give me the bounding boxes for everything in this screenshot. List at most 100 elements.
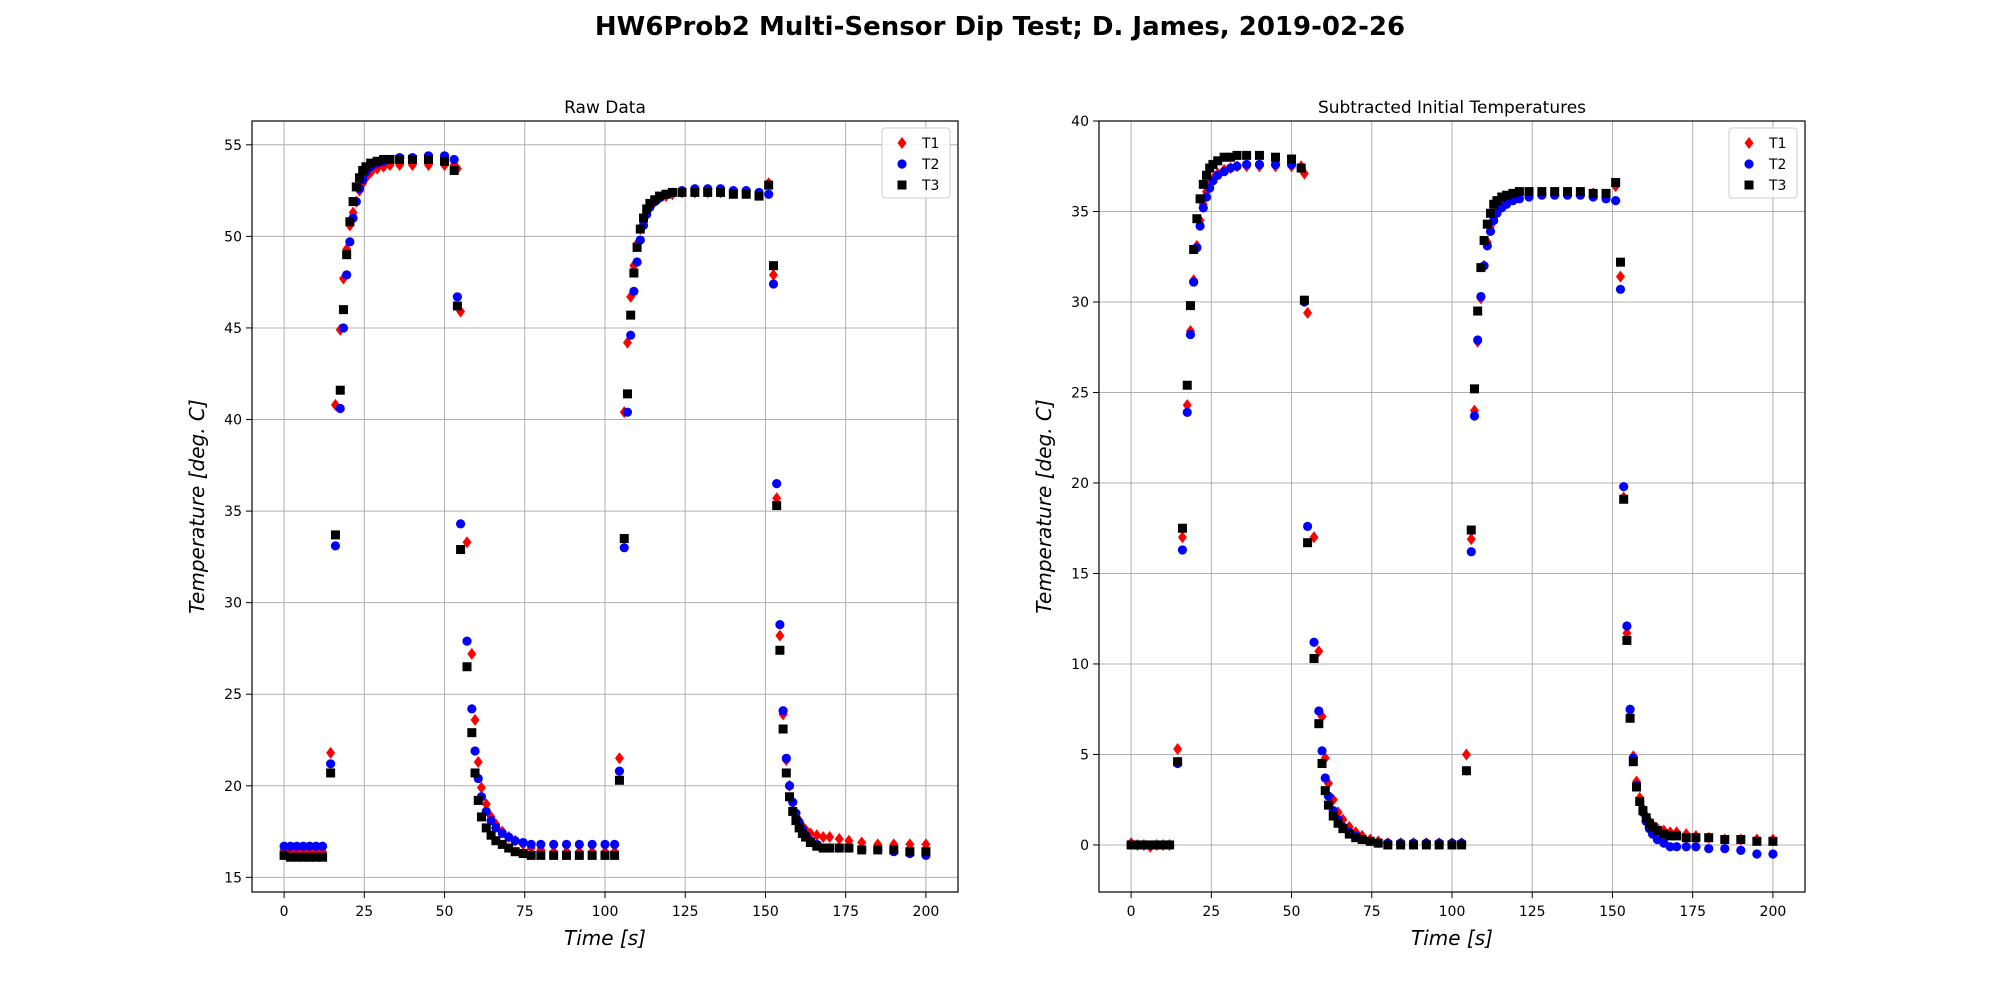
point-t3	[614, 775, 624, 785]
point-t2	[1476, 291, 1486, 302]
point-t3	[1328, 811, 1338, 821]
subplot-title: Raw Data	[564, 98, 646, 118]
point-t3	[768, 261, 778, 271]
point-t3	[1497, 192, 1507, 202]
point-t1	[1303, 306, 1313, 319]
point-t3	[348, 197, 358, 207]
point-t3	[1177, 523, 1187, 533]
point-t2	[1177, 545, 1188, 555]
point-t3	[629, 268, 639, 278]
point-t2	[632, 257, 642, 267]
point-t2	[292, 841, 302, 851]
point-t2	[1672, 842, 1682, 852]
point-t3	[1254, 150, 1264, 160]
point-t2	[635, 235, 645, 245]
legend-marker-t3	[1744, 180, 1754, 190]
point-t3	[635, 224, 645, 234]
x-tick-label: 75	[1363, 904, 1381, 920]
legend-label-t2: T2	[921, 157, 939, 173]
y-tick-label: 20	[224, 779, 242, 795]
point-t2	[298, 841, 308, 851]
point-t3	[1524, 187, 1534, 197]
point-t2	[1611, 196, 1621, 206]
point-t2	[587, 839, 597, 849]
point-t3	[497, 839, 507, 849]
point-t3	[1704, 833, 1714, 843]
point-t2	[470, 746, 480, 756]
point-t3	[395, 154, 405, 164]
point-t1	[326, 746, 336, 759]
point-t2	[305, 841, 315, 851]
point-t1	[476, 781, 486, 794]
point-t3	[1344, 829, 1354, 839]
point-t2	[486, 815, 496, 826]
point-t3	[1408, 840, 1418, 850]
point-t3	[1588, 188, 1598, 198]
point-t3	[318, 852, 328, 862]
point-t3	[1333, 818, 1343, 828]
point-t3	[311, 852, 321, 862]
point-t3	[473, 795, 483, 805]
point-t3	[379, 154, 389, 164]
legend-marker-t1	[1744, 137, 1754, 149]
point-t3	[449, 165, 459, 175]
point-t3	[440, 156, 450, 166]
point-t3	[632, 242, 642, 252]
point-t3	[1314, 719, 1324, 729]
point-t3	[1632, 782, 1642, 792]
point-t1	[470, 713, 480, 726]
point-t3	[1198, 179, 1208, 189]
point-t2	[1625, 704, 1635, 714]
legend-marker-t2	[897, 159, 907, 169]
point-t1	[825, 831, 835, 844]
legend-label-t1: T1	[1768, 136, 1786, 152]
point-t2	[600, 839, 610, 849]
point-t3	[1768, 836, 1778, 846]
point-t2	[1622, 621, 1632, 631]
y-tick-label: 35	[1071, 204, 1089, 220]
point-t1	[481, 798, 491, 811]
data-points	[1126, 150, 1778, 859]
point-t2	[330, 541, 341, 551]
point-t2	[462, 636, 472, 646]
point-t3	[452, 301, 462, 311]
point-t3	[1672, 831, 1682, 841]
point-t3	[788, 806, 798, 816]
point-t3	[1226, 152, 1236, 162]
y-tick-label: 40	[224, 413, 242, 429]
point-t3	[536, 850, 546, 860]
point-t3	[574, 850, 584, 860]
point-t3	[667, 187, 677, 197]
legend-box	[881, 127, 951, 199]
point-t3	[292, 852, 302, 862]
x-tick-label: 175	[1679, 904, 1706, 920]
point-t3	[781, 768, 791, 778]
point-t3	[1628, 757, 1638, 767]
point-t1	[775, 629, 785, 642]
point-t3	[1232, 150, 1242, 160]
point-t3	[1508, 188, 1518, 198]
legend-label-t2: T2	[1768, 157, 1786, 173]
point-t3	[470, 768, 480, 778]
point-t3	[305, 852, 315, 862]
point-t2	[1189, 277, 1199, 287]
x-tick-label: 150	[1599, 904, 1626, 920]
point-t3	[1611, 178, 1621, 188]
point-t3	[1287, 154, 1297, 164]
point-t3	[338, 305, 348, 315]
x-tick-label: 125	[1519, 904, 1546, 920]
point-t3	[1473, 306, 1483, 316]
point-t3	[1242, 150, 1252, 160]
point-t3	[456, 545, 466, 555]
point-t3	[1338, 824, 1348, 834]
point-t3	[778, 724, 788, 734]
point-t3	[486, 830, 496, 840]
point-t3	[424, 154, 433, 164]
y-tick-label: 20	[1071, 476, 1089, 492]
legend: T1 T2 T3	[881, 127, 951, 199]
point-t3	[645, 198, 655, 208]
point-t3	[626, 310, 636, 320]
point-t2	[345, 237, 355, 247]
point-t3	[1563, 187, 1573, 197]
point-t3	[1615, 257, 1625, 267]
